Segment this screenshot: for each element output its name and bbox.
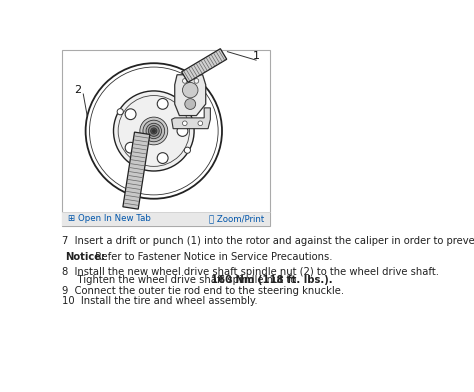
- Circle shape: [125, 109, 136, 120]
- Circle shape: [185, 99, 196, 109]
- Circle shape: [182, 79, 187, 83]
- Polygon shape: [175, 75, 206, 116]
- Circle shape: [182, 121, 187, 125]
- Circle shape: [157, 152, 168, 163]
- Text: Notice:: Notice:: [65, 252, 106, 261]
- Circle shape: [194, 79, 199, 83]
- Circle shape: [117, 109, 123, 115]
- Polygon shape: [123, 132, 150, 209]
- Circle shape: [184, 109, 191, 115]
- Text: Tighten the wheel drive shaft spindle nut to: Tighten the wheel drive shaft spindle nu…: [65, 276, 300, 285]
- Polygon shape: [182, 49, 227, 82]
- Polygon shape: [172, 108, 210, 129]
- Circle shape: [146, 123, 162, 139]
- Text: 10  Install the tire and wheel assembly.: 10 Install the tire and wheel assembly.: [63, 296, 258, 306]
- Circle shape: [137, 164, 144, 170]
- Circle shape: [148, 125, 159, 136]
- Bar: [63, 212, 270, 226]
- Circle shape: [113, 91, 194, 171]
- Circle shape: [157, 98, 168, 109]
- Circle shape: [177, 125, 188, 136]
- Text: 1: 1: [253, 51, 260, 61]
- Circle shape: [143, 120, 164, 142]
- Bar: [63, 50, 270, 226]
- Circle shape: [125, 142, 136, 153]
- Text: ⊞ Open In New Tab: ⊞ Open In New Tab: [68, 214, 151, 223]
- Text: Refer to Fastener Notice in Service Precautions.: Refer to Fastener Notice in Service Prec…: [92, 252, 332, 261]
- Text: 8  Install the new wheel drive shaft spindle nut (2) to the wheel drive shaft.: 8 Install the new wheel drive shaft spin…: [63, 267, 439, 277]
- Circle shape: [151, 128, 157, 134]
- Circle shape: [182, 82, 198, 98]
- Text: 🔍 Zoom/Print: 🔍 Zoom/Print: [210, 214, 264, 223]
- Circle shape: [198, 121, 202, 125]
- Text: 9  Connect the outer tie rod end to the steering knuckle.: 9 Connect the outer tie rod end to the s…: [63, 286, 345, 296]
- Text: 2: 2: [74, 85, 82, 95]
- Circle shape: [184, 147, 191, 153]
- Text: 160 Nm (118 ft. lbs.).: 160 Nm (118 ft. lbs.).: [211, 276, 333, 285]
- Circle shape: [152, 129, 155, 132]
- Circle shape: [140, 117, 168, 145]
- Text: 7  Insert a drift or punch (1) into the rotor and against the caliper in order t: 7 Insert a drift or punch (1) into the r…: [63, 236, 474, 247]
